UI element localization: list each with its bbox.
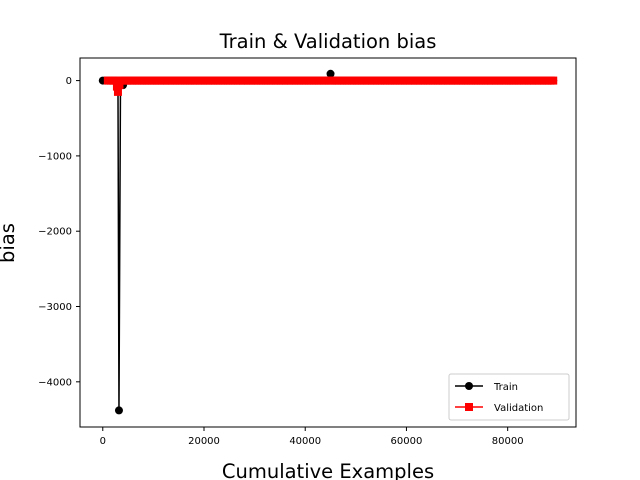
legend-train-marker [465,382,473,390]
y-axis-label: bias [0,223,19,263]
data-point-validation [111,76,120,85]
x-tick-label: 0 [100,436,106,447]
series-validation [103,76,558,96]
y-tick-label: −4000 [38,377,72,388]
data-point-validation [115,81,124,90]
y-tick-label: −1000 [38,151,72,162]
data-point-validation [113,87,122,96]
x-tick-label: 20000 [188,436,220,447]
y-axis: 0 −1000 −2000 −3000 −4000 [38,76,80,388]
x-axis-label: Cumulative Examples [222,460,434,480]
legend-label-train: Train [493,382,518,393]
chart-title: Train & Validation bias [219,30,437,53]
legend-label-validation: Validation [494,403,543,414]
y-tick-label: −3000 [38,302,72,313]
y-tick-label: −2000 [38,227,72,238]
x-tick-label: 80000 [492,436,524,447]
y-tick-label: 0 [66,76,72,87]
data-point-validation [549,76,558,85]
legend: Train Validation [448,373,570,421]
data-point-train [114,406,123,415]
x-axis: 0 20000 40000 60000 80000 [100,427,524,447]
plot-marks [98,69,558,415]
x-tick-label: 40000 [289,436,321,447]
x-tick-label: 60000 [391,436,423,447]
legend-validation-marker [465,403,473,411]
data-point-train [326,69,335,78]
axes-frame [79,57,577,428]
